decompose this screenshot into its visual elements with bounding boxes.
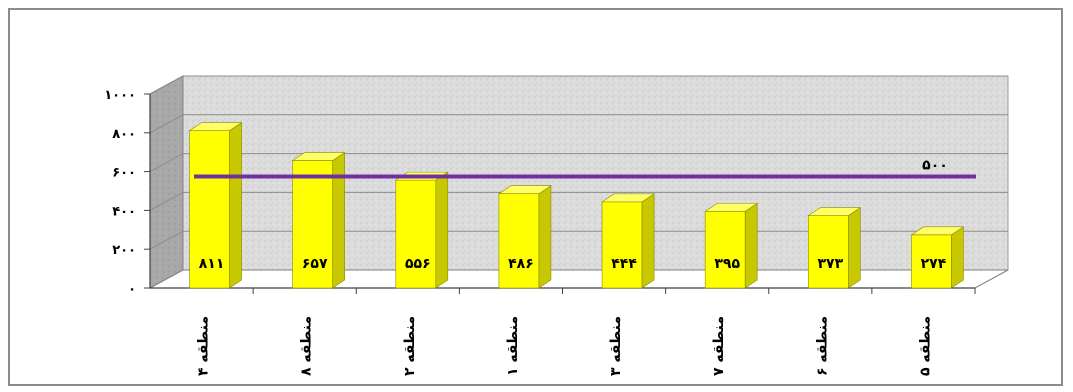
bar-side (332, 151, 345, 289)
y-tick-label: ۲۰۰ (112, 243, 136, 258)
bar-front (704, 211, 746, 289)
bar-side (229, 122, 242, 289)
bar-top (188, 122, 243, 131)
bar: ۴۴۴ (601, 193, 656, 289)
bar: ۳۷۳ (807, 207, 862, 289)
gridline (149, 191, 1008, 211)
bar-side (641, 193, 655, 289)
bar-top (601, 193, 656, 203)
y-tick-label: ۰ (128, 282, 136, 297)
x-tick-label: منطقه ۸ (299, 316, 315, 376)
bar-front (292, 160, 333, 289)
x-tick-label: منطقه ۴ (196, 316, 212, 376)
bar: ۸۱۱ (188, 122, 243, 289)
y-tick-label: ۸۰۰ (112, 127, 136, 142)
bar-front (808, 215, 849, 289)
bar-side (848, 207, 861, 289)
bars: ۸۱۱ ۶۵۷ ۵۵۶ ۴۸۶ ۴۴۴ ۳۹۵ ۳۷۳ ۲۷۴ (188, 122, 965, 289)
side-wall (149, 75, 184, 289)
gridline (149, 114, 1008, 134)
bar-side (538, 185, 552, 289)
bar-side (951, 226, 964, 289)
gridline (149, 75, 1008, 95)
bar: ۶۵۷ (291, 151, 346, 289)
reference-line: ۵۰۰ (194, 157, 976, 179)
bar: ۲۷۴ (910, 226, 965, 289)
bar-top (704, 203, 759, 212)
bar-top (291, 152, 346, 161)
gridlines (149, 75, 1008, 250)
plot-walls (149, 75, 1009, 289)
data-label: ۴۸۶ (508, 256, 534, 272)
bar: ۵۵۶ (394, 171, 449, 289)
bar: ۴۸۶ (497, 185, 552, 289)
data-label: ۴۴۴ (611, 256, 637, 272)
bar-top (497, 185, 552, 195)
x-tick-label: منطقه ۶ (814, 316, 830, 376)
x-tick-label: منطقه ۷ (711, 316, 727, 376)
x-axis-labels: منطقه ۴ منطقه ۸ منطقه ۲ منطقه ۱ منطقه ۳ منطقه… (196, 288, 976, 376)
data-label: ۶۵۷ (302, 256, 328, 272)
y-tick-label: ۱۰۰۰ (104, 88, 136, 103)
y-tick-label: ۴۰۰ (112, 204, 136, 219)
bar-front (395, 179, 437, 289)
x-tick-label: منطقه ۵ (917, 316, 933, 376)
bar-side (744, 202, 758, 289)
bar-front (498, 193, 540, 289)
data-label: ۳۷۳ (817, 256, 843, 272)
bar-front (601, 201, 643, 289)
bar-front (189, 130, 230, 289)
bar: ۳۹۵ (704, 202, 759, 289)
data-label: ۸۱۱ (199, 256, 225, 272)
data-label: ۳۹۵ (714, 256, 740, 272)
data-label: ۲۷۴ (921, 256, 947, 272)
x-tick-label: منطقه ۳ (608, 316, 624, 376)
floor (149, 269, 1009, 289)
bar-top (807, 207, 862, 216)
bar-side (435, 171, 449, 289)
gridline (149, 153, 1008, 173)
x-tick-label: منطقه ۲ (402, 316, 418, 376)
y-tick-label: ۶۰۰ (112, 166, 136, 181)
x-tick-label: منطقه ۱ (505, 316, 521, 376)
data-label: ۵۵۶ (405, 256, 431, 272)
reference-line-label: ۵۰۰ (922, 157, 948, 173)
bar-front (911, 234, 952, 289)
bar-top (910, 226, 965, 236)
